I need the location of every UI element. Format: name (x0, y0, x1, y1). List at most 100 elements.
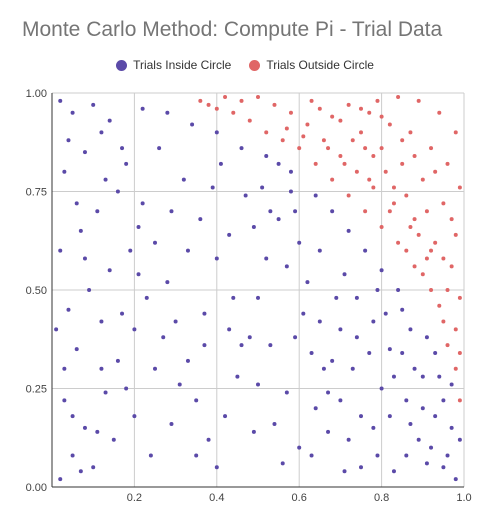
point-outside-circle (457, 295, 462, 300)
point-outside-circle (288, 110, 293, 115)
point-inside-circle (136, 224, 141, 229)
point-inside-circle (429, 445, 434, 450)
point-inside-circle (342, 272, 347, 277)
point-outside-circle (408, 224, 413, 229)
point-inside-circle (387, 414, 392, 419)
point-inside-circle (260, 185, 265, 190)
point-outside-circle (330, 114, 335, 119)
point-outside-circle (400, 138, 405, 143)
point-inside-circle (82, 150, 87, 155)
point-inside-circle (140, 106, 145, 111)
point-inside-circle (185, 358, 190, 363)
point-inside-circle (375, 453, 380, 458)
point-inside-circle (391, 469, 396, 474)
legend: Trials Inside Circle Trials Outside Circ… (0, 58, 490, 72)
point-inside-circle (194, 398, 199, 403)
point-outside-circle (383, 169, 388, 174)
point-inside-circle (321, 366, 326, 371)
point-outside-circle (379, 224, 384, 229)
point-inside-circle (367, 351, 372, 356)
point-inside-circle (272, 421, 277, 426)
point-inside-circle (132, 414, 137, 419)
point-inside-circle (107, 268, 112, 273)
point-inside-circle (173, 319, 178, 324)
point-inside-circle (284, 390, 289, 395)
point-inside-circle (95, 209, 100, 214)
point-outside-circle (354, 169, 359, 174)
point-inside-circle (375, 288, 380, 292)
point-inside-circle (400, 307, 405, 312)
point-inside-circle (99, 319, 104, 324)
point-inside-circle (103, 177, 108, 182)
point-outside-circle (429, 288, 434, 292)
point-inside-circle (148, 453, 153, 458)
point-inside-circle (153, 366, 157, 371)
point-inside-circle (214, 256, 219, 261)
point-inside-circle (387, 347, 392, 352)
point-outside-circle (404, 193, 409, 198)
point-inside-circle (169, 421, 174, 426)
x-tick-label: 0.6 (292, 492, 307, 504)
point-inside-circle (82, 425, 87, 430)
point-inside-circle (165, 280, 170, 285)
point-outside-circle (441, 201, 446, 206)
point-outside-circle (453, 130, 458, 135)
x-tick-label: 0.4 (209, 492, 224, 504)
point-outside-circle (387, 122, 392, 127)
point-outside-circle (387, 209, 392, 214)
point-inside-circle (346, 228, 351, 233)
point-outside-circle (297, 146, 302, 151)
point-outside-circle (379, 114, 384, 119)
point-outside-circle (338, 118, 343, 123)
point-outside-circle (391, 201, 396, 206)
point-inside-circle (408, 421, 413, 426)
point-inside-circle (305, 280, 310, 285)
point-outside-circle (313, 161, 318, 166)
point-inside-circle (124, 161, 129, 166)
point-outside-circle (408, 130, 413, 135)
point-outside-circle (396, 240, 401, 245)
point-inside-circle (99, 366, 104, 371)
point-outside-circle (453, 366, 458, 371)
point-inside-circle (243, 193, 248, 198)
point-inside-circle (297, 445, 302, 450)
point-inside-circle (111, 437, 116, 442)
point-inside-circle (309, 351, 314, 356)
point-inside-circle (202, 311, 207, 316)
x-tick-label: 0.8 (374, 492, 389, 504)
point-inside-circle (185, 248, 190, 253)
point-inside-circle (74, 201, 79, 206)
point-inside-circle (58, 98, 63, 103)
legend-item-outside[interactable]: Trials Outside Circle (249, 58, 374, 72)
point-outside-circle (457, 185, 462, 190)
point-inside-circle (354, 335, 359, 340)
legend-swatch-outside (249, 59, 261, 71)
point-outside-circle (305, 122, 310, 127)
point-inside-circle (157, 146, 162, 151)
point-inside-circle (120, 311, 125, 316)
point-inside-circle (391, 374, 396, 379)
point-inside-circle (383, 311, 388, 316)
chart-title: Monte Carlo Method: Compute Pi - Trial D… (22, 18, 443, 41)
point-inside-circle (363, 248, 368, 253)
point-inside-circle (62, 398, 67, 403)
point-outside-circle (449, 217, 454, 222)
legend-item-inside[interactable]: Trials Inside Circle (116, 58, 231, 72)
point-outside-circle (396, 94, 401, 99)
point-inside-circle (91, 102, 96, 107)
point-outside-circle (223, 94, 228, 99)
x-tick-label: 0.2 (127, 492, 142, 504)
point-inside-circle (445, 453, 450, 458)
y-tick-label: 0.50 (26, 285, 47, 297)
point-outside-circle (453, 327, 458, 332)
y-tick-label: 0.00 (26, 482, 47, 494)
point-inside-circle (354, 295, 359, 300)
point-outside-circle (284, 126, 289, 131)
point-inside-circle (288, 169, 293, 174)
point-inside-circle (441, 465, 446, 470)
point-inside-circle (62, 366, 67, 371)
legend-label-inside: Trials Inside Circle (133, 58, 232, 72)
point-inside-circle (62, 169, 67, 174)
point-outside-circle (214, 106, 219, 111)
point-outside-circle (433, 240, 438, 245)
